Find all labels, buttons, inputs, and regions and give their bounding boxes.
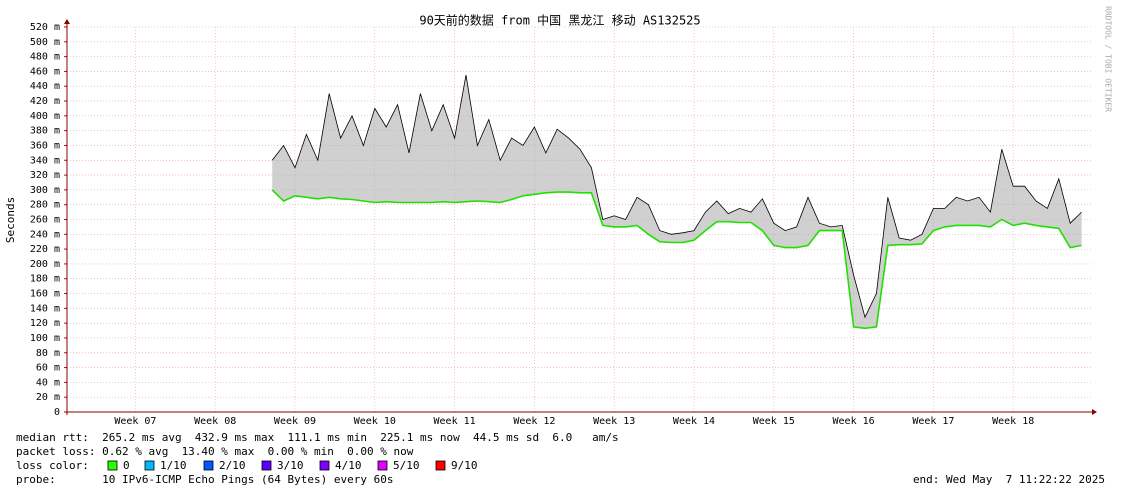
y-tick-label: 380 m	[30, 126, 60, 137]
stats-line: median rtt: 265.2 ms avg 432.9 ms max 11…	[16, 431, 619, 444]
y-tick-label: 480 m	[30, 52, 60, 63]
end-time: end: Wed May 7 11:22:22 2025	[913, 473, 1105, 486]
y-tick-label: 180 m	[30, 274, 60, 285]
probe-info: probe: 10 IPv6-ICMP Echo Pings (64 Bytes…	[16, 473, 394, 486]
legend-swatch	[319, 460, 330, 471]
y-tick-label: 500 m	[30, 37, 60, 48]
x-tick-label: Week 12	[513, 416, 555, 427]
smoke-area	[272, 75, 1082, 329]
legend-swatch	[203, 460, 214, 471]
legend-label: 4/10	[335, 459, 362, 472]
y-tick-label: 340 m	[30, 155, 60, 166]
x-tick-label: Week 17	[912, 416, 954, 427]
y-tick-label: 240 m	[30, 229, 60, 240]
x-tick-label: Week 16	[833, 416, 875, 427]
y-tick-label: 440 m	[30, 81, 60, 92]
y-tick-label: 20 m	[36, 392, 60, 403]
y-tick-label: 60 m	[36, 363, 60, 374]
y-tick-label: 140 m	[30, 303, 60, 314]
y-axis-label: Seconds	[4, 197, 17, 243]
y-tick-label: 0	[54, 407, 60, 418]
median-line	[271, 189, 1082, 330]
y-tick-label: 520 m	[30, 22, 60, 33]
chart-title: 90天前的数据 from 中国 黑龙江 移动 AS132525	[419, 13, 700, 28]
y-tick-label: 100 m	[30, 333, 60, 344]
legend-swatch	[435, 460, 446, 471]
legend-swatch	[107, 460, 118, 471]
y-tick-label: 120 m	[30, 318, 60, 329]
axis-arrow	[1092, 409, 1097, 415]
legend-swatch	[377, 460, 388, 471]
x-tick-label: Week 18	[992, 416, 1034, 427]
y-tick-label: 40 m	[36, 377, 60, 388]
y-tick-label: 300 m	[30, 185, 60, 196]
legend-label: 2/10	[219, 459, 246, 472]
legend-swatch	[261, 460, 272, 471]
watermark: RRDTOOL / TOBI OETIKER	[1104, 6, 1113, 112]
y-tick-label: 80 m	[36, 348, 60, 359]
y-tick-label: 460 m	[30, 66, 60, 77]
y-tick-label: 260 m	[30, 215, 60, 226]
x-tick-label: Week 15	[753, 416, 795, 427]
legend-title: loss color:	[16, 459, 89, 472]
y-tick-label: 160 m	[30, 289, 60, 300]
stats-line: packet loss: 0.62 % avg 13.40 % max 0.00…	[16, 445, 414, 458]
legend-label: 5/10	[393, 459, 420, 472]
max-line	[271, 75, 1082, 319]
legend-label: 3/10	[277, 459, 304, 472]
x-tick-label: Week 07	[114, 416, 156, 427]
x-tick-label: Week 09	[274, 416, 316, 427]
x-tick-label: Week 13	[593, 416, 635, 427]
y-tick-label: 420 m	[30, 96, 60, 107]
axis-arrow	[64, 19, 70, 24]
y-tick-label: 400 m	[30, 111, 60, 122]
legend-swatch	[144, 460, 155, 471]
legend-label: 9/10	[451, 459, 478, 472]
y-tick-label: 320 m	[30, 170, 60, 181]
legend-label: 1/10	[160, 459, 187, 472]
y-tick-label: 280 m	[30, 200, 60, 211]
y-tick-label: 220 m	[30, 244, 60, 255]
x-tick-label: Week 08	[194, 416, 236, 427]
legend-label: 0	[123, 459, 130, 472]
x-tick-label: Week 10	[354, 416, 396, 427]
y-tick-label: 360 m	[30, 140, 60, 151]
x-tick-label: Week 14	[673, 416, 715, 427]
x-tick-label: Week 11	[434, 416, 476, 427]
y-tick-label: 200 m	[30, 259, 60, 270]
